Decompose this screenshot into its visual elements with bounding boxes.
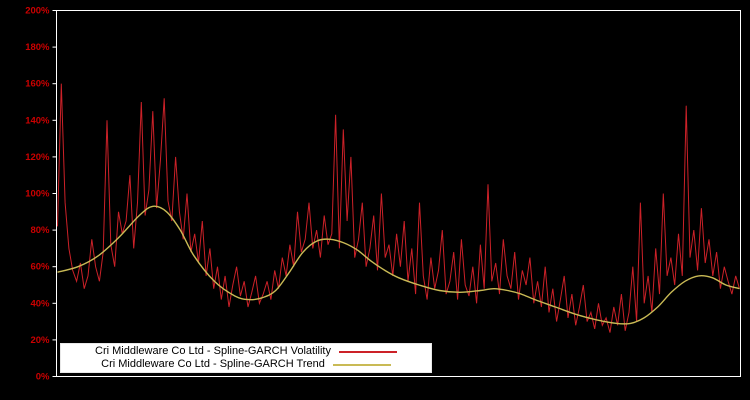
legend-line-trend (332, 363, 391, 366)
y-axis-tick-label: 40% (30, 298, 50, 309)
y-axis-tick-label: 140% (25, 115, 50, 126)
y-axis-tick-label: 20% (30, 335, 50, 346)
legend-item-volatility: Cri Middleware Co Ltd - Spline-GARCH Vol… (65, 345, 427, 358)
legend-label-volatility: Cri Middleware Co Ltd - Spline-GARCH Vol… (95, 345, 331, 357)
y-axis-tick-label: 60% (30, 262, 50, 273)
plot-border (56, 10, 741, 377)
y-axis-tick-label: 180% (25, 42, 50, 53)
y-axis-tick-label: 200% (25, 6, 50, 17)
legend-label-trend: Cri Middleware Co Ltd - Spline-GARCH Tre… (101, 358, 325, 370)
y-axis-tick-label: 160% (25, 79, 50, 90)
trend-series-line (57, 205, 740, 325)
legend: Cri Middleware Co Ltd - Spline-GARCH Vol… (60, 343, 432, 373)
legend-item-trend: Cri Middleware Co Ltd - Spline-GARCH Tre… (65, 358, 427, 371)
legend-line-volatility (338, 350, 397, 353)
y-axis-tick-label: 80% (30, 225, 50, 236)
y-axis-tick-label: 100% (25, 189, 50, 200)
y-axis-tick-label: 120% (25, 152, 50, 163)
y-axis-tick-label: 0% (36, 372, 50, 383)
